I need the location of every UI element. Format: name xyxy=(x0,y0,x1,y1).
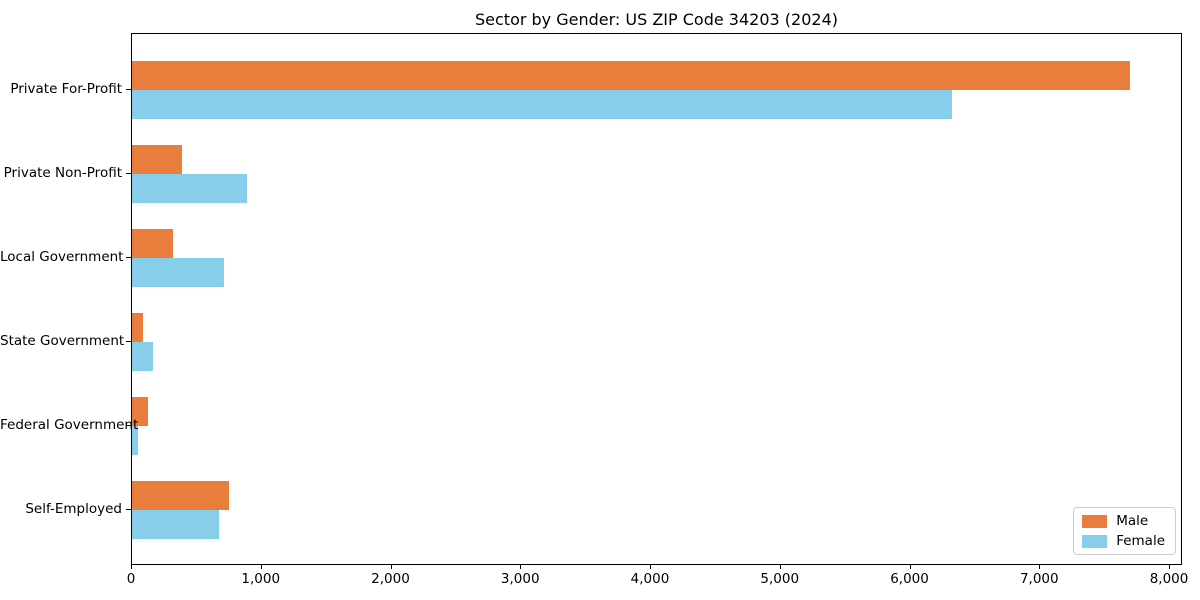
y-tick-mark xyxy=(126,509,131,510)
y-tick-label: Private Non-Profit xyxy=(3,165,122,181)
bar-female-2 xyxy=(132,258,224,287)
x-tick-mark xyxy=(260,565,262,569)
x-tick-mark xyxy=(131,565,132,569)
x-tick-label: 4,000 xyxy=(630,571,670,587)
x-tick-label: 7,000 xyxy=(1019,571,1059,587)
legend-item-female: Female xyxy=(1082,534,1165,548)
x-tick-label: 1,000 xyxy=(241,571,281,587)
y-tick-label: Self-Employed xyxy=(25,501,122,517)
bar-male-4 xyxy=(132,397,148,426)
y-tick-label: State Government xyxy=(0,333,125,349)
x-tick-mark xyxy=(779,565,781,569)
plot-area: Male Female xyxy=(131,33,1182,565)
x-tick-mark xyxy=(1039,565,1041,569)
bar-female-0 xyxy=(132,90,952,119)
y-tick-label: Private For-Profit xyxy=(10,81,122,97)
legend-item-male: Male xyxy=(1082,514,1165,528)
legend-swatch-female xyxy=(1082,534,1108,548)
x-tick-mark xyxy=(390,565,392,569)
bar-male-5 xyxy=(132,481,229,510)
x-tick-label: 8,000 xyxy=(1149,571,1189,587)
bar-female-3 xyxy=(132,342,153,371)
bar-female-1 xyxy=(132,174,247,203)
legend-label-male: Male xyxy=(1116,513,1149,529)
x-tick-mark xyxy=(909,565,911,569)
bar-male-1 xyxy=(132,145,182,174)
legend: Male Female xyxy=(1073,507,1176,555)
x-tick-label: 6,000 xyxy=(890,571,929,587)
legend-label-female: Female xyxy=(1116,533,1165,549)
x-tick-label: 3,000 xyxy=(500,571,540,587)
x-tick-label: 5,000 xyxy=(760,571,800,587)
y-tick-mark xyxy=(126,89,131,90)
bar-male-2 xyxy=(132,229,173,258)
x-tick-mark xyxy=(650,565,651,569)
x-tick-mark xyxy=(520,565,522,569)
y-tick-mark xyxy=(126,173,131,174)
bar-male-3 xyxy=(132,313,143,342)
chart-title: Sector by Gender: US ZIP Code 34203 (202… xyxy=(475,10,838,29)
bar-female-5 xyxy=(132,510,219,539)
y-tick-mark xyxy=(126,341,131,342)
y-tick-mark xyxy=(126,257,131,258)
y-tick-label: Local Government xyxy=(0,249,124,265)
bar-male-0 xyxy=(132,61,1130,90)
x-tick-mark xyxy=(1169,565,1171,569)
x-tick-label: 0 xyxy=(126,571,136,587)
legend-swatch-male xyxy=(1082,514,1108,528)
x-tick-label: 2,000 xyxy=(371,571,410,587)
bar-female-4 xyxy=(132,426,138,455)
y-tick-label: Federal Government xyxy=(0,417,139,433)
y-tick-mark xyxy=(126,425,131,426)
